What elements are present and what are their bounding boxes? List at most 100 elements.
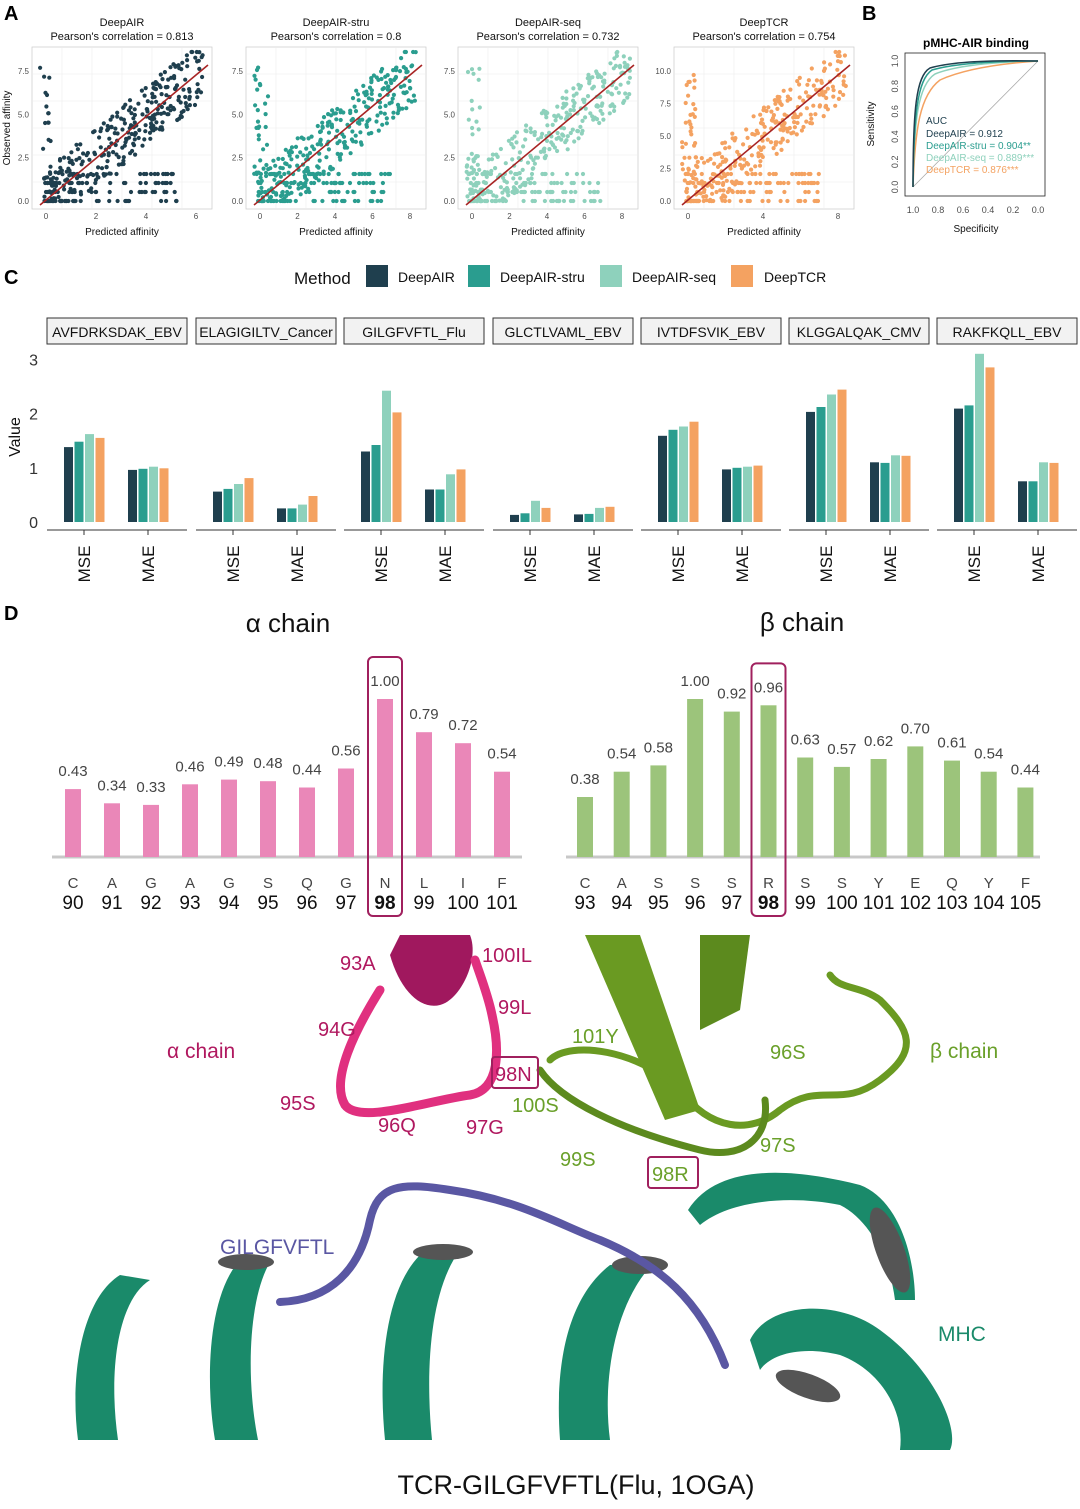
- scatter-point: [87, 157, 92, 162]
- scatter-point: [278, 193, 283, 199]
- scatter-point: [324, 155, 329, 160]
- scatter-title: DeepAIR: [100, 17, 145, 29]
- scatter-point: [256, 133, 261, 138]
- scatter-point: [550, 142, 556, 148]
- scatter-point: [802, 171, 807, 177]
- scatter-point: [255, 108, 260, 113]
- scatter-point: [732, 163, 737, 168]
- scatter-point: [384, 80, 389, 85]
- scatter-point: [366, 131, 371, 136]
- scatter-point: [511, 185, 516, 190]
- scatter-point: [107, 136, 112, 141]
- scatter-point: [836, 96, 842, 101]
- scatter-point: [611, 66, 616, 71]
- scatter-point: [537, 189, 542, 195]
- metric-label: MSE: [521, 546, 540, 583]
- scatter-point: [768, 189, 773, 195]
- scatter-point: [817, 104, 822, 109]
- roc-ytick: 0.6: [890, 105, 900, 118]
- scatter-point: [148, 171, 154, 177]
- bar-mae-stru: [435, 489, 445, 522]
- x-tick-label: 4: [333, 212, 338, 221]
- scatter-point: [813, 112, 818, 117]
- x-tick-label: 8: [836, 212, 841, 221]
- scatter-point: [380, 122, 385, 127]
- scatter-point: [580, 118, 585, 123]
- facet-strip: [788, 317, 930, 345]
- scatter-point: [828, 62, 833, 67]
- scatter-point: [754, 180, 759, 186]
- bar-mae-deepair: [277, 508, 286, 522]
- scatter-point: [471, 169, 476, 174]
- scatter-point: [521, 144, 526, 149]
- scatter-plot-deepair-seq: DeepAIR-seq Pearson's correlation = 0.732…: [444, 17, 639, 238]
- scatter-point: [489, 157, 495, 162]
- scatter-point: [387, 171, 392, 177]
- scatter-point: [303, 175, 308, 180]
- scatter-point: [133, 152, 138, 157]
- alpha-residue-letter: A: [107, 875, 117, 892]
- scatter-point: [143, 180, 148, 186]
- scatter-point: [400, 106, 405, 111]
- scatter-point: [564, 110, 569, 115]
- scatter-point: [369, 76, 374, 81]
- legend-title: Method: [294, 269, 351, 288]
- scatter-point: [132, 137, 137, 142]
- scatter-point: [598, 94, 603, 99]
- scatter-point: [683, 100, 688, 106]
- scatter-point: [283, 147, 288, 152]
- scatter-correlation: Pearson's correlation = 0.754: [692, 31, 835, 43]
- scatter-point: [315, 171, 320, 177]
- scatter-point: [184, 53, 189, 58]
- roc-curve-deeptcr: [912, 60, 1039, 188]
- residue-97G: 97G: [466, 1117, 504, 1139]
- mhc-label: MHC: [938, 1323, 986, 1346]
- scatter-point: [46, 111, 51, 116]
- scatter-point: [404, 106, 409, 111]
- scatter-point: [200, 74, 205, 80]
- scatter-point: [701, 194, 706, 199]
- scatter-point: [364, 92, 369, 97]
- scatter-point: [614, 50, 619, 55]
- y-tick-label: 0.0: [232, 197, 244, 206]
- scatter-point: [502, 178, 507, 183]
- scatter-point: [52, 187, 57, 192]
- scatter-point: [172, 86, 178, 92]
- bar-mae-deepair: [128, 469, 137, 522]
- scatter-point: [94, 189, 99, 195]
- scatter-point: [187, 94, 192, 99]
- scatter-point: [689, 172, 694, 178]
- scatter-xlabel: Predicted affinity: [85, 227, 159, 238]
- scatter-point: [115, 110, 120, 115]
- scatter-point: [511, 176, 516, 181]
- scatter-point: [42, 74, 47, 79]
- peptide-label: GILGFVFTL: [220, 1236, 334, 1259]
- beta-chain-strand-2: [700, 935, 750, 1030]
- beta-residue-letter: C: [580, 875, 591, 892]
- scatter-point: [51, 175, 56, 180]
- x-tick-label: 0: [258, 212, 263, 221]
- scatter-point: [614, 53, 620, 59]
- scatter-point: [542, 156, 548, 161]
- beta-highlight-box: [750, 662, 787, 918]
- scatter-point: [716, 180, 721, 186]
- scatter-point: [792, 120, 797, 125]
- scatter-point: [58, 165, 63, 170]
- scatter-point: [612, 108, 617, 113]
- y-tick-label: 7.5: [232, 67, 244, 76]
- scatter-point: [533, 189, 538, 195]
- scatter-point: [621, 54, 626, 59]
- scatter-point: [808, 120, 813, 126]
- scatter-point: [505, 189, 510, 195]
- scatter-point: [580, 171, 586, 177]
- scatter-point: [712, 172, 717, 177]
- scatter-point: [710, 191, 715, 196]
- scatter-point: [721, 180, 726, 186]
- scatter-point: [181, 87, 186, 92]
- scatter-point: [78, 142, 83, 147]
- alpha-value-label: 0.33: [136, 779, 165, 796]
- roc-ylabel: Sensitivity: [866, 101, 877, 146]
- scatter-point: [357, 180, 362, 186]
- y-tick-label: 0.0: [18, 197, 30, 206]
